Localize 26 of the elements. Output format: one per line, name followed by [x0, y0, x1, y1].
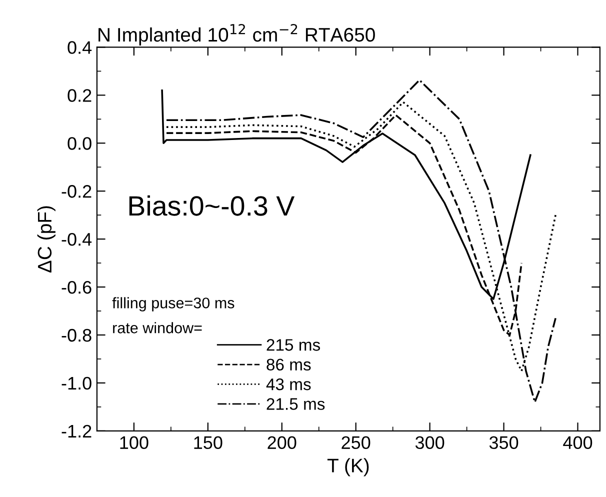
y-tick-label: 0.2	[68, 89, 92, 102]
annotation: filling puse=30 ms	[112, 297, 234, 312]
y-tick-label: 0.4	[68, 41, 92, 54]
y-tick-label: -1.2	[62, 424, 92, 438]
annotation: Bias:0~-0.3 V	[129, 195, 295, 216]
x-axis-title: T (K)	[327, 458, 369, 476]
x-tick-label: 100	[120, 436, 148, 450]
legend-label: 21.5 ms	[266, 398, 325, 410]
legend-label: 215 ms	[266, 339, 320, 351]
y-tick-label: -0.4	[62, 232, 92, 246]
y-tick-label: -0.8	[62, 328, 92, 342]
y-tick-label: -0.2	[62, 185, 92, 198]
legend-label: 86 ms	[266, 358, 311, 371]
x-tick-label: 400	[563, 436, 592, 450]
legend-label: 43 ms	[266, 378, 311, 390]
y-tick-label: -0.6	[62, 280, 92, 294]
x-tick-label: 250	[342, 436, 370, 450]
x-tick-label: 200	[268, 436, 296, 450]
y-tick-label: 0.0	[68, 137, 92, 150]
x-tick-label: 300	[415, 436, 444, 450]
chart-title: N Implanted 10$^{12}$ cm$^{−2}$ RTA650	[98, 24, 375, 46]
y-axis-title: ΔC (pF)	[37, 206, 56, 273]
x-tick-label: 150	[194, 436, 222, 450]
annotation: rate window=	[113, 322, 202, 334]
x-tick-label: 350	[489, 436, 518, 450]
y-tick-label: -1.0	[62, 376, 92, 390]
